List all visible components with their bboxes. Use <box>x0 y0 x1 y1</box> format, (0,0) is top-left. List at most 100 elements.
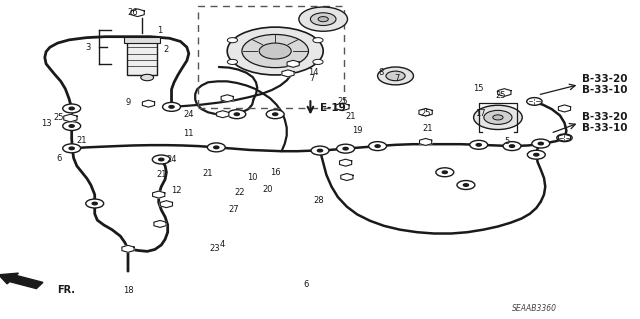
Polygon shape <box>287 60 300 67</box>
Bar <box>127 41 157 75</box>
Text: 25: 25 <box>337 97 348 106</box>
Text: 20: 20 <box>262 185 273 194</box>
Text: B-33-20: B-33-20 <box>582 74 628 84</box>
Text: 16: 16 <box>270 168 280 177</box>
Circle shape <box>386 71 405 81</box>
Text: 2: 2 <box>164 45 169 54</box>
Circle shape <box>313 59 323 64</box>
Circle shape <box>234 113 239 115</box>
Circle shape <box>311 146 329 155</box>
Polygon shape <box>122 245 134 252</box>
Text: 24: 24 <box>184 110 194 119</box>
Text: B-33-10: B-33-10 <box>582 85 628 95</box>
Text: 25: 25 <box>495 91 506 100</box>
Text: E-19: E-19 <box>320 103 346 113</box>
Text: 19: 19 <box>352 126 362 135</box>
Text: 10: 10 <box>248 173 258 182</box>
Circle shape <box>476 144 481 146</box>
Polygon shape <box>339 159 352 166</box>
Polygon shape <box>216 111 229 118</box>
Circle shape <box>375 145 380 147</box>
Circle shape <box>92 202 97 205</box>
Text: 5: 5 <box>504 137 509 146</box>
Text: 21: 21 <box>346 112 356 121</box>
Circle shape <box>273 113 278 115</box>
FancyArrow shape <box>0 273 43 289</box>
Text: 15: 15 <box>474 84 484 93</box>
Circle shape <box>159 158 164 161</box>
Circle shape <box>259 43 291 59</box>
Circle shape <box>63 122 81 130</box>
Circle shape <box>318 17 328 22</box>
Text: 11: 11 <box>184 129 194 138</box>
Circle shape <box>310 13 336 26</box>
Circle shape <box>474 105 522 130</box>
Text: 21: 21 <box>156 170 166 179</box>
Circle shape <box>141 74 154 81</box>
Text: 4: 4 <box>220 240 225 249</box>
Text: 21: 21 <box>77 137 87 145</box>
Text: 17: 17 <box>475 109 485 118</box>
Text: 9: 9 <box>125 98 131 107</box>
Text: 28: 28 <box>314 196 324 205</box>
Polygon shape <box>336 103 349 111</box>
Circle shape <box>369 142 387 151</box>
Circle shape <box>442 171 447 174</box>
Circle shape <box>163 102 180 111</box>
Polygon shape <box>142 100 155 107</box>
Circle shape <box>463 184 468 186</box>
Circle shape <box>532 139 550 148</box>
Circle shape <box>266 110 284 119</box>
Circle shape <box>86 199 104 208</box>
Circle shape <box>337 144 355 153</box>
Text: 18: 18 <box>123 286 133 295</box>
Text: 24: 24 <box>166 155 177 164</box>
Circle shape <box>343 147 348 150</box>
Text: 6: 6 <box>56 154 61 163</box>
Text: FR.: FR. <box>58 285 76 295</box>
Text: SEAAB3360: SEAAB3360 <box>512 304 557 313</box>
Circle shape <box>214 146 219 149</box>
Polygon shape <box>131 9 144 17</box>
Polygon shape <box>152 191 165 198</box>
Text: 21: 21 <box>203 169 213 178</box>
Text: 6: 6 <box>303 280 308 289</box>
Circle shape <box>313 38 323 43</box>
Text: 3: 3 <box>86 43 91 52</box>
Circle shape <box>299 7 348 31</box>
Circle shape <box>493 115 503 120</box>
Text: 7: 7 <box>394 74 399 83</box>
Circle shape <box>527 150 545 159</box>
Polygon shape <box>558 134 571 141</box>
Polygon shape <box>558 105 571 112</box>
Text: 27: 27 <box>228 205 239 214</box>
Circle shape <box>557 134 572 142</box>
Circle shape <box>503 142 521 151</box>
Text: 14: 14 <box>308 68 319 77</box>
Circle shape <box>470 140 488 149</box>
Text: 23: 23 <box>209 244 220 253</box>
Text: B-33-10: B-33-10 <box>582 123 628 133</box>
Bar <box>198 6 344 108</box>
Text: 8: 8 <box>378 68 383 77</box>
Polygon shape <box>498 89 511 96</box>
Circle shape <box>227 59 237 64</box>
Circle shape <box>534 153 539 156</box>
Bar <box>124 37 160 43</box>
Text: 25: 25 <box>420 109 431 118</box>
Circle shape <box>538 142 543 145</box>
Polygon shape <box>340 174 353 181</box>
Circle shape <box>484 110 512 124</box>
Text: 26: 26 <box>128 8 138 17</box>
Polygon shape <box>419 138 432 145</box>
Circle shape <box>457 181 475 189</box>
Text: 22: 22 <box>235 189 245 197</box>
Text: 25: 25 <box>54 113 64 122</box>
Text: 13: 13 <box>41 119 51 128</box>
Circle shape <box>509 145 515 147</box>
Text: 12: 12 <box>171 186 181 195</box>
Polygon shape <box>221 95 234 102</box>
Circle shape <box>227 38 237 43</box>
Circle shape <box>63 144 81 153</box>
Circle shape <box>152 155 170 164</box>
